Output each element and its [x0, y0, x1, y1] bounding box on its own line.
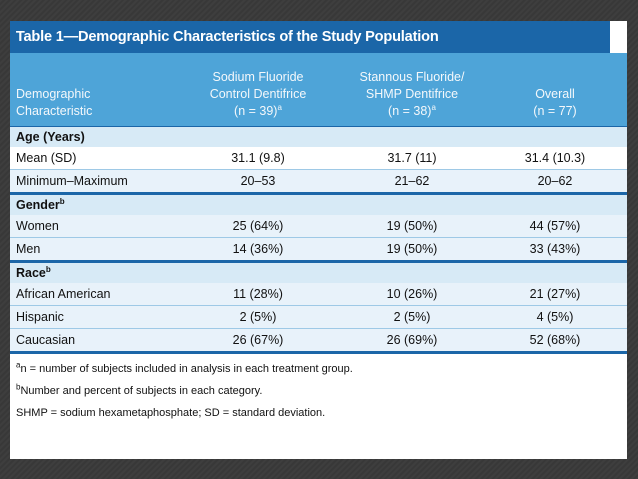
- table-footnotes: an = number of subjects included in anal…: [10, 351, 627, 424]
- header-overall: Overall (n = 77): [533, 87, 577, 118]
- footnote-b: bNumber and percent of subjects in each …: [16, 382, 263, 397]
- row-divider: [10, 237, 627, 238]
- section-age: Age (Years): [10, 126, 627, 147]
- footnote-abbreviations: SHMP = sodium hexametaphosphate; SD = st…: [16, 407, 326, 419]
- header-demographic-characteristic: Demographic Characteristic: [16, 87, 93, 118]
- section-race: Raceb: [10, 260, 627, 283]
- header-sodium-fluoride: Sodium Fluoride Control Dentifrice (n = …: [209, 70, 307, 118]
- footnote-a: an = number of subjects included in anal…: [16, 360, 353, 375]
- row-divider: [10, 305, 627, 306]
- table-row: Women 25 (64%) 19 (50%) 44 (57%): [10, 215, 627, 237]
- table-row: Mean (SD) 31.1 (9.8) 31.7 (11) 31.4 (10.…: [16, 151, 586, 165]
- table-row: Men 14 (36%) 19 (50%) 33 (43%): [10, 238, 627, 260]
- table-row: Minimum–Maximum 20–53 21–62 20–62: [10, 170, 627, 192]
- row-divider: [10, 328, 627, 329]
- table-row: Caucasian 26 (67%) 26 (69%) 52 (68%): [10, 329, 627, 351]
- header-stannous-fluoride: Stannous Fluoride/ SHMP Dentifrice (n = …: [359, 70, 465, 118]
- table-row: African American 11 (28%) 10 (26%) 21 (2…: [10, 283, 627, 305]
- table-header: Demographic Characteristic Sodium Fluori…: [10, 53, 627, 126]
- table-title: Table 1—Demographic Characteristics of t…: [10, 21, 610, 53]
- demographics-table: Table 1—Demographic Characteristics of t…: [10, 21, 627, 459]
- section-gender: Genderb: [10, 192, 627, 215]
- table-body: Age (Years) Mean (SD) 31.1 (9.8) 31.7 (1…: [10, 126, 627, 351]
- row-divider: [10, 169, 627, 170]
- table-row: Hispanic 2 (5%) 2 (5%) 4 (5%): [10, 306, 627, 328]
